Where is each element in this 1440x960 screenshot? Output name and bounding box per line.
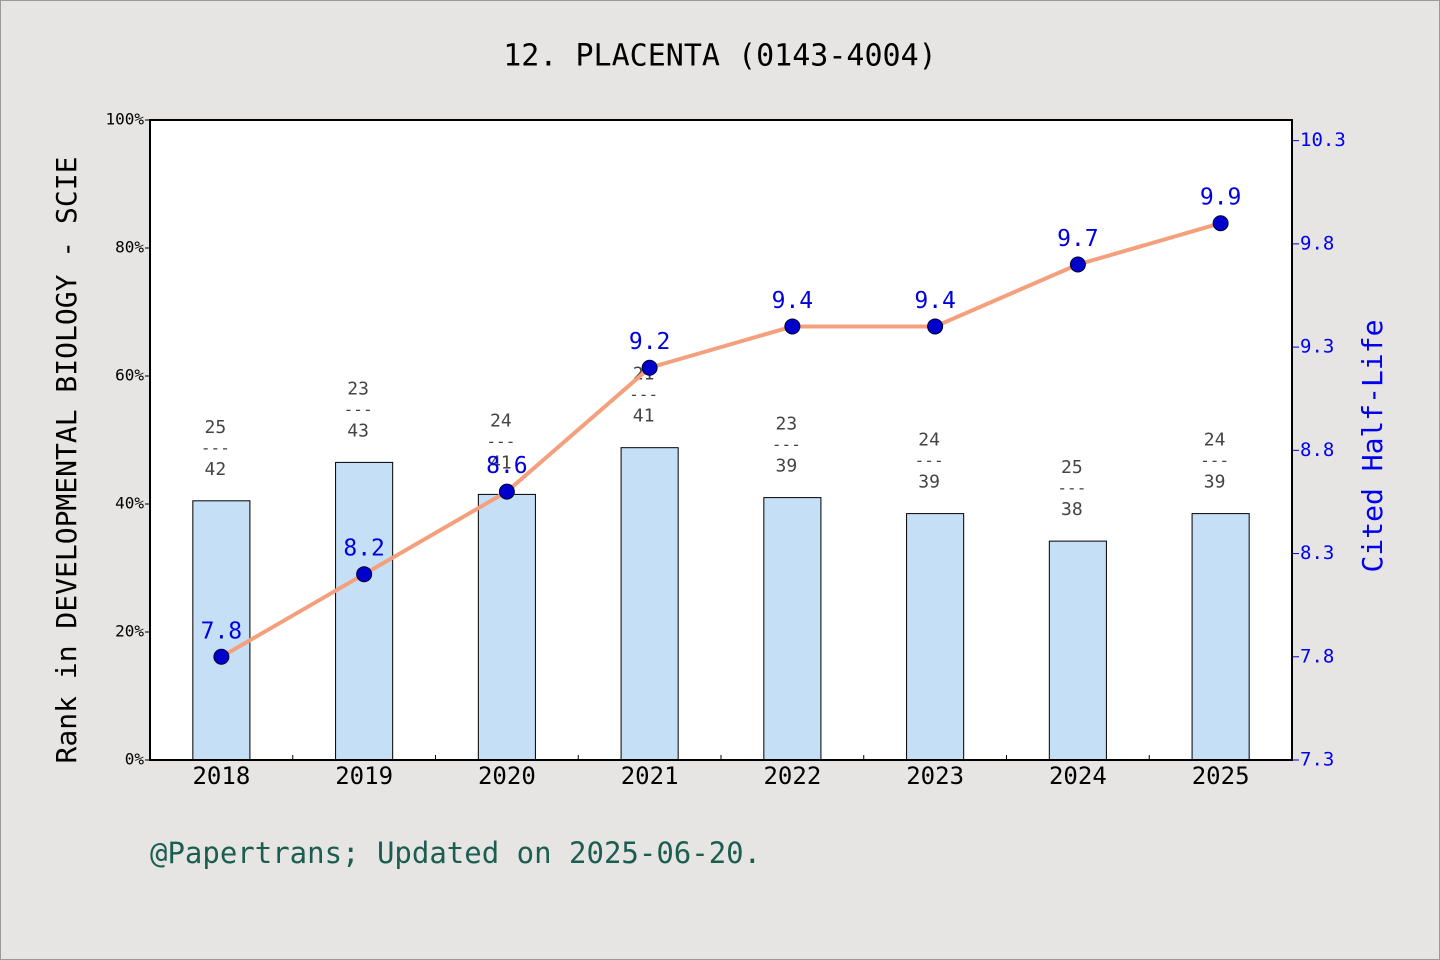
rank-separator: --- (772, 435, 801, 454)
point-label: 9.4 (914, 288, 956, 314)
point (784, 318, 801, 335)
point-label: 9.2 (629, 329, 671, 355)
y2-axis-label: Cited Half-Life (1356, 320, 1389, 573)
point-label: 8.6 (486, 453, 528, 479)
rank-separator: --- (629, 385, 658, 404)
x-tick-label: 2022 (763, 762, 821, 790)
bar (763, 497, 822, 761)
y-tick-label: 100% (105, 110, 144, 129)
point-label: 9.9 (1200, 185, 1242, 211)
rank-separator: --- (486, 432, 515, 451)
y-tick-label: 20% (115, 622, 144, 641)
bar (1048, 540, 1107, 761)
point (1069, 256, 1086, 273)
point-label: 7.8 (201, 618, 243, 644)
rank-separator: --- (1200, 451, 1229, 470)
point-label: 8.2 (343, 536, 385, 562)
y-axis-label: Rank in DEVELOPMENTAL BIOLOGY - SCIE (50, 157, 83, 764)
rank-label: 23 (347, 378, 369, 399)
total-label: 41 (490, 452, 512, 473)
bar (1191, 513, 1250, 761)
point (927, 318, 944, 335)
total-label: 39 (918, 472, 940, 493)
chart-title: 12. PLACENTA (0143-4004) (503, 39, 936, 74)
x-tick-label: 2019 (335, 762, 393, 790)
point (356, 566, 373, 583)
y-tick-label: 0% (125, 750, 145, 769)
y2-tick-label: 9.3 (1300, 336, 1334, 358)
rank-label: 25 (1061, 457, 1083, 478)
point-label: 9.7 (1057, 226, 1099, 252)
y-tick-label: 80% (115, 238, 144, 257)
y2-tick-label: 8.3 (1300, 542, 1334, 564)
plot-area (150, 120, 1292, 760)
rank-label: 24 (918, 430, 940, 451)
x-tick-label: 2025 (1192, 762, 1250, 790)
x-tick-label: 2018 (192, 762, 250, 790)
y2-tick-label: 7.3 (1300, 749, 1334, 771)
point-label: 9.4 (772, 288, 814, 314)
point (213, 648, 230, 665)
x-tick-label: 2020 (478, 762, 536, 790)
total-label: 41 (633, 406, 655, 427)
total-label: 38 (1061, 499, 1083, 520)
plot-frame (149, 119, 1293, 761)
point (498, 483, 515, 500)
bar (335, 461, 394, 761)
total-label: 39 (776, 456, 798, 477)
x-tick-label: 2024 (1049, 762, 1107, 790)
y2-tick-label: 8.8 (1300, 439, 1334, 461)
line (220, 221, 1222, 659)
total-label: 43 (347, 420, 369, 441)
total-label: 39 (1204, 472, 1226, 493)
point (1212, 215, 1229, 232)
bar (906, 513, 965, 761)
rank-separator: --- (1057, 479, 1086, 498)
total-label: 42 (205, 459, 227, 480)
bar (477, 493, 536, 761)
rank-label: 25 (205, 417, 227, 438)
y-tick-label: 40% (115, 494, 144, 513)
x-tick-label: 2021 (621, 762, 679, 790)
y2-tick-label: 9.8 (1300, 232, 1334, 254)
rank-label: 24 (1204, 430, 1226, 451)
y-tick-label: 60% (115, 366, 144, 385)
x-tick-label: 2023 (906, 762, 964, 790)
point (641, 359, 658, 376)
bar (620, 447, 679, 761)
footer: @Papertrans; Updated on 2025-06-20. (150, 836, 761, 870)
rank-separator: --- (915, 451, 944, 470)
rank-label: 23 (776, 414, 798, 435)
bar (192, 500, 251, 761)
rank-label: 24 (490, 410, 512, 431)
rank-separator: --- (344, 400, 373, 419)
rank-separator: --- (201, 438, 230, 457)
y2-tick-label: 7.8 (1300, 645, 1334, 667)
y2-tick-label: 10.3 (1300, 129, 1346, 151)
